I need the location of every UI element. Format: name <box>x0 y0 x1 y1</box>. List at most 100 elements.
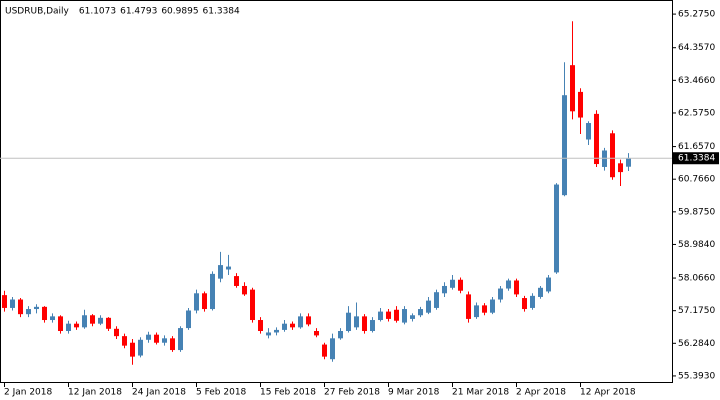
candle-body <box>18 299 23 315</box>
candle-body <box>538 287 543 297</box>
candle-body <box>154 334 159 343</box>
candle-body <box>146 334 151 340</box>
candle-body <box>250 289 255 321</box>
candle-body <box>522 298 527 310</box>
candle-body <box>354 316 359 328</box>
candle-body <box>530 295 535 308</box>
candle-body <box>114 328 119 337</box>
candle-body <box>218 265 223 279</box>
candle-body <box>586 123 591 140</box>
header-low: 60.9895 <box>161 7 198 17</box>
candle-body <box>362 316 367 332</box>
candle-body <box>346 312 351 332</box>
x-tick-label: 9 Mar 2018 <box>388 388 440 398</box>
y-tick-label: 58.0660 <box>678 274 715 284</box>
candle-body <box>474 305 479 318</box>
candle-body <box>306 316 311 325</box>
candle-body <box>226 266 231 270</box>
candle-body <box>282 323 287 330</box>
y-tick-label: 64.3570 <box>678 43 715 53</box>
candle-body <box>98 317 103 324</box>
candle-body <box>202 293 207 310</box>
candle-body <box>290 323 295 328</box>
candle-body <box>178 328 183 351</box>
candle-body <box>170 338 175 351</box>
candle-body <box>210 273 215 310</box>
header-open: 61.1073 <box>79 7 116 17</box>
candle-body <box>626 158 631 167</box>
x-tick-label: 2 Apr 2018 <box>516 388 566 398</box>
candle-body <box>450 279 455 288</box>
candle-body <box>274 329 279 333</box>
chart-title: USDRUB,Daily <box>5 7 70 17</box>
candle-body <box>298 316 303 328</box>
y-tick-label: 62.5750 <box>678 108 715 118</box>
y-tick-label: 61.6570 <box>678 142 715 152</box>
candle-body <box>394 309 399 321</box>
price-label: 61.3384 <box>678 154 715 164</box>
candle-body <box>338 331 343 339</box>
header-close: 61.3384 <box>203 7 240 17</box>
y-tick-label: 56.2840 <box>678 339 715 349</box>
candle-body <box>138 339 143 356</box>
x-tick-label: 27 Feb 2018 <box>324 388 380 398</box>
candle-body <box>442 285 447 294</box>
candle-body <box>618 163 623 173</box>
candle-body <box>130 342 135 357</box>
y-tick-label: 60.7660 <box>678 175 715 185</box>
candle-body <box>370 320 375 332</box>
candle-body <box>466 294 471 319</box>
candle-body <box>402 309 407 323</box>
candle-body <box>194 293 199 311</box>
candle-body <box>58 316 63 332</box>
x-tick-label: 24 Jan 2018 <box>132 388 186 398</box>
candle-body <box>554 184 559 273</box>
candle-body <box>434 292 439 308</box>
candle-body <box>594 113 599 165</box>
y-tick-label: 63.4660 <box>678 76 715 86</box>
candle-body <box>26 309 31 315</box>
candle-body <box>426 300 431 313</box>
x-tick-label: 5 Feb 2018 <box>196 388 247 398</box>
x-tick-label: 12 Jan 2018 <box>68 388 122 398</box>
x-tick-label: 2 Jan 2018 <box>4 388 52 398</box>
candle-body <box>458 279 463 291</box>
candle-body <box>482 305 487 313</box>
candle-body <box>82 315 87 328</box>
candle-body <box>322 344 327 357</box>
y-tick-label: 57.1750 <box>678 306 715 316</box>
candle-body <box>90 315 95 324</box>
candle-body <box>242 285 247 295</box>
y-tick-label: 65.2750 <box>678 10 715 20</box>
candle-body <box>578 91 583 118</box>
candle-body <box>514 280 519 295</box>
y-tick-label: 58.9840 <box>678 240 715 250</box>
candle-body <box>570 65 575 112</box>
x-tick-label: 21 Mar 2018 <box>452 388 509 398</box>
price-label-box <box>673 152 719 165</box>
candle-body <box>506 280 511 289</box>
header-high: 61.4793 <box>120 7 157 17</box>
candle-body <box>610 133 615 178</box>
candle-body <box>74 323 79 328</box>
x-tick-label: 15 Feb 2018 <box>260 388 316 398</box>
candle-body <box>186 310 191 329</box>
candle-body <box>490 299 495 313</box>
candle-body <box>10 299 15 308</box>
plot-frame <box>0 0 673 383</box>
y-tick-label: 55.3930 <box>678 371 715 381</box>
candle-body <box>106 317 111 329</box>
candle-body <box>122 336 127 346</box>
candle-body <box>378 311 383 321</box>
candle-body <box>330 338 335 360</box>
candle-body <box>50 316 55 321</box>
candle-body <box>386 311 391 319</box>
candle-body <box>562 95 567 196</box>
candle-body <box>498 288 503 300</box>
candle-body <box>42 306 47 321</box>
candle-body <box>162 338 167 343</box>
candle-body <box>2 295 7 308</box>
candle-body <box>418 309 423 316</box>
